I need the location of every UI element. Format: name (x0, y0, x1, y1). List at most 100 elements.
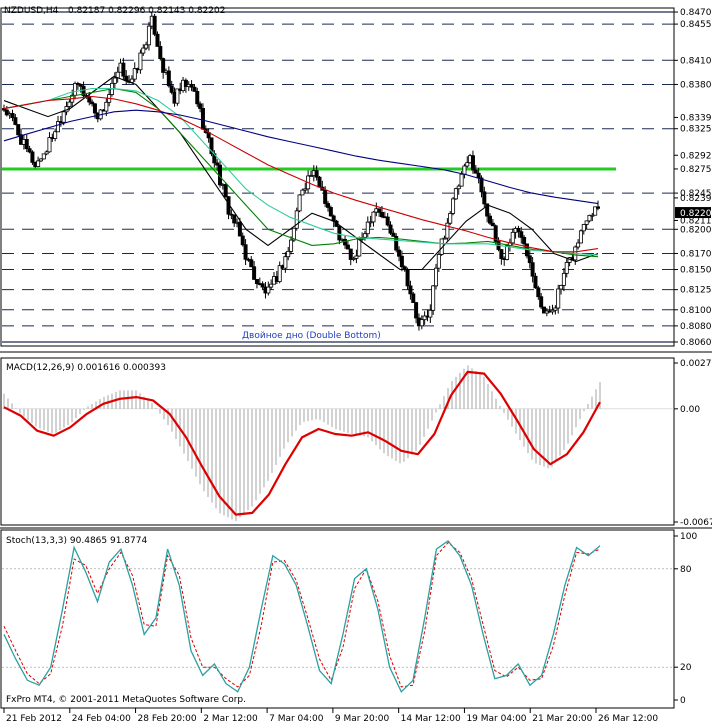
candle-body (365, 221, 370, 235)
time-tick-label: 21 Feb 2012 (6, 714, 62, 724)
candle-body (505, 245, 510, 260)
candle-body (578, 230, 583, 244)
candle-body (368, 221, 373, 224)
candle-body (4, 109, 9, 116)
candle-body (473, 169, 478, 174)
stoch-title: Stoch(13,3,3) 90.4865 91.8774 (6, 536, 147, 546)
candle-body (283, 256, 288, 269)
candle-body (155, 33, 160, 47)
candle-body (590, 214, 595, 217)
candle-body (146, 25, 151, 46)
candle-body (533, 275, 538, 289)
candle-body (561, 272, 566, 286)
candle-body (539, 296, 544, 308)
candle-body (556, 288, 561, 309)
candle-body (16, 124, 21, 136)
candle-body (397, 249, 402, 257)
panel-frame (0, 529, 675, 709)
time-tick-label: 14 Mar 12:00 (401, 714, 461, 724)
time-tick-label: 28 Feb 20:00 (138, 714, 197, 724)
candle-body (584, 220, 589, 225)
stoch-main-line (3, 540, 601, 693)
candle-body (132, 68, 137, 80)
candle-body (527, 255, 532, 264)
candle-body (317, 176, 322, 188)
candle-body (129, 78, 134, 83)
candle-body (482, 191, 487, 205)
candle-body (479, 177, 484, 193)
candle-body (399, 255, 404, 268)
time-tick-label: 9 Mar 20:00 (335, 714, 390, 724)
candle-body (445, 222, 450, 239)
candle-body (354, 255, 359, 259)
candle-body (465, 162, 470, 167)
candle-body (405, 269, 410, 287)
stoch-tick-label: 20 (680, 663, 692, 673)
ma-cyan-line (3, 87, 599, 256)
candle-body (564, 262, 569, 274)
candle-body (260, 283, 265, 288)
candle-body (189, 84, 194, 88)
candle-body (277, 265, 282, 282)
candle-body (587, 214, 592, 222)
candle-body (78, 83, 83, 87)
candle-body (144, 44, 149, 49)
candle-body (169, 85, 174, 93)
candle-body (559, 284, 564, 290)
candle-body (44, 151, 49, 155)
ma-blue-line (3, 109, 599, 205)
candle-body (175, 88, 180, 104)
macd-tick-label: -0.00674 (680, 518, 712, 528)
candle-body (519, 231, 524, 238)
candle-body (431, 285, 436, 311)
candle-body (542, 306, 547, 314)
candle-body (254, 279, 259, 284)
candle-body (351, 257, 356, 260)
candle-body (232, 214, 237, 224)
candle-body (453, 188, 458, 200)
candle-body (90, 101, 95, 105)
macd-panel: 0.00273 0.00 -0.00674 (0, 357, 712, 529)
candle-body (215, 162, 220, 166)
candle-body (141, 47, 146, 54)
candle-body (490, 222, 495, 227)
candle-body (243, 244, 248, 260)
candle-body (433, 267, 438, 287)
candle-body (593, 206, 598, 216)
candle-body (183, 79, 188, 88)
time-tick-label: 21 Mar 20:00 (532, 714, 592, 724)
candle-body (377, 208, 382, 213)
candle-body (411, 293, 416, 303)
candle-body (314, 170, 319, 178)
candle-body (442, 237, 447, 240)
candle-body (249, 259, 254, 268)
candle-body (516, 228, 521, 233)
candle-body (200, 108, 205, 130)
candle-body (30, 151, 35, 163)
candle-body (348, 248, 353, 260)
candle-body (240, 235, 245, 246)
time-tick-label: 24 Feb 04:00 (72, 714, 131, 724)
symbol-label: NZDUSD,H4 (4, 6, 59, 16)
ohlc-label: 0.82187 0.82296 0.82143 0.82202 (68, 6, 225, 16)
candle-body (470, 155, 475, 171)
candle-body (456, 185, 461, 190)
time-tick-label: 7 Mar 04:00 (269, 714, 324, 724)
candle-body (24, 139, 29, 150)
candle-body (550, 309, 555, 313)
candle-body (371, 211, 376, 223)
candle-body (286, 250, 291, 258)
time-axis: 21 Feb 2012 24 Feb 04:00 28 Feb 20:00 2 Mar… (3, 708, 658, 724)
candle-body (487, 215, 492, 224)
candle-body (61, 111, 66, 123)
candle-body (56, 121, 61, 133)
